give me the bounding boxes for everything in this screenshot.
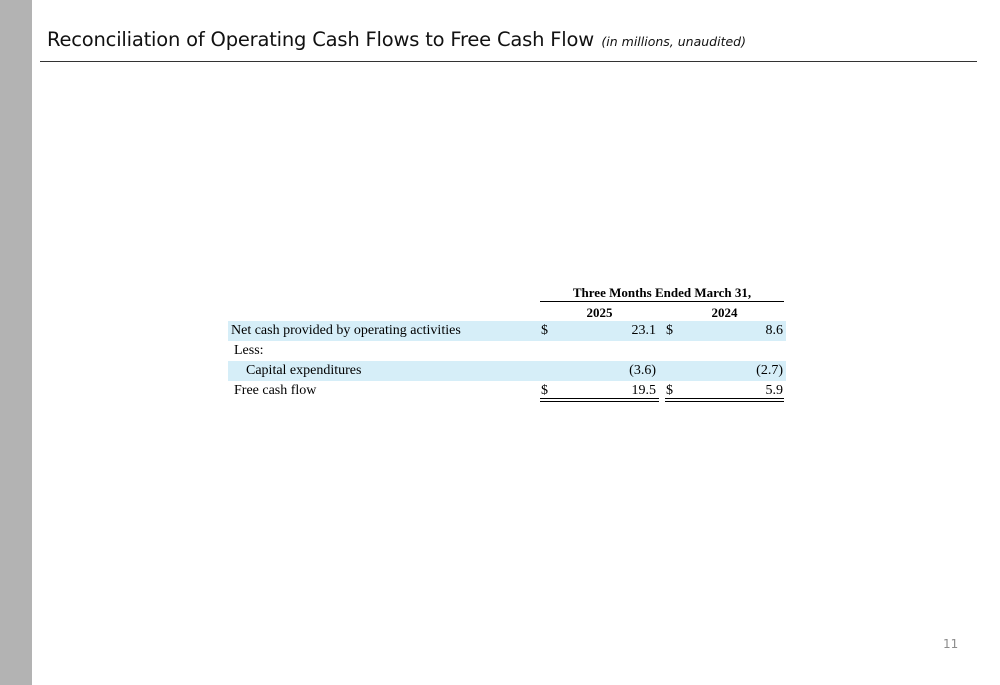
value-2025: 23.1	[631, 323, 657, 338]
currency-symbol: $	[541, 323, 548, 338]
slide-header: Reconciliation of Operating Cash Flows t…	[47, 28, 746, 51]
column-group-header: Three Months Ended March 31,	[540, 286, 784, 302]
row-label: Less:	[234, 343, 264, 358]
value-2024: (2.7)	[756, 363, 783, 378]
year-header-2024: 2024	[665, 306, 784, 322]
row-label: Net cash provided by operating activitie…	[231, 323, 461, 338]
page-number: 11	[943, 637, 959, 651]
page-title: Reconciliation of Operating Cash Flows t…	[47, 28, 594, 51]
currency-symbol: $	[541, 383, 548, 398]
page-subtitle: (in millions, unaudited)	[601, 34, 746, 49]
table-row-capex: Capital expenditures (3.6) (2.7)	[228, 361, 786, 381]
row-label: Capital expenditures	[246, 363, 362, 378]
table-row-operating-cash: Net cash provided by operating activitie…	[228, 321, 786, 341]
value-2025: 19.5	[631, 383, 657, 398]
row-label: Free cash flow	[234, 383, 317, 398]
value-2024: 8.6	[765, 323, 784, 338]
total-double-underline	[665, 398, 784, 402]
value-2024: 5.9	[765, 383, 784, 398]
header-divider	[40, 61, 977, 62]
year-header-2025: 2025	[540, 306, 659, 322]
table-row-free-cash-flow: Free cash flow $ 19.5 $ 5.9	[228, 381, 786, 401]
table-row-less: Less:	[228, 341, 786, 361]
total-double-underline	[540, 398, 659, 402]
value-2025: (3.6)	[629, 363, 656, 378]
currency-symbol: $	[666, 383, 673, 398]
left-sidebar-bar	[0, 0, 32, 685]
currency-symbol: $	[666, 323, 673, 338]
